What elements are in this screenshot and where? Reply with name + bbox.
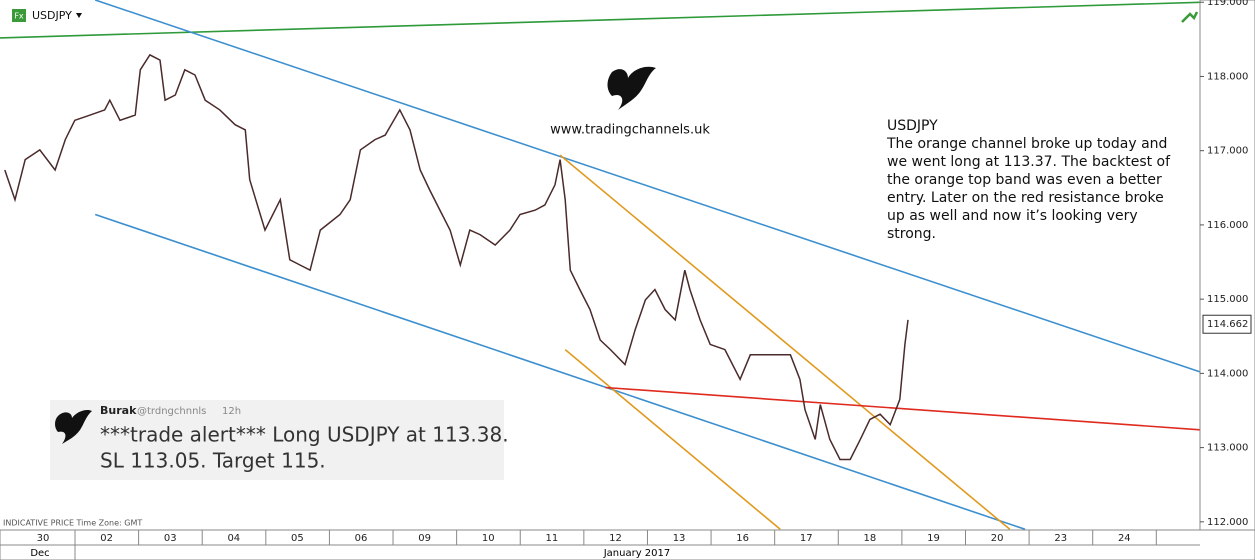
y-tick-label: 119.000 [1207,0,1248,8]
x-tick-label: 13 [673,533,686,544]
website: www.tradingchannels.uk [550,123,710,138]
tweet-time: 12h [222,406,241,417]
tweet-text: SL 113.05. Target 115. [100,449,326,473]
last-price-label: 114.662 [1207,319,1248,330]
symbol[interactable]: USDJPY [32,9,72,22]
x-tick-label: 19 [927,533,940,544]
trend-line [559,154,1011,530]
x-tick-label: 09 [418,533,431,544]
y-tick-label: 115.000 [1207,294,1248,305]
logo [607,66,656,110]
x-tick-label: 05 [291,533,304,544]
price-axis [1199,0,1255,560]
x-tick-label: 03 [164,533,177,544]
month-label: January 2017 [603,548,671,559]
tweet-name[interactable]: Burak [100,404,137,417]
fx-icon-text: Fx [14,12,24,21]
x-tick-label: 10 [482,533,495,544]
last-price-box [1202,314,1252,334]
y-tick-label: 116.000 [1207,220,1248,231]
tweet-box [50,400,504,480]
trend-line [94,213,1026,531]
price-line [4,53,909,461]
x-tick-label: 23 [1054,533,1067,544]
trend-line [564,348,781,530]
trend-line [0,1,1201,39]
tweet-text: ***trade alert*** Long USDJPY at 113.38. [100,423,509,447]
symbol-dropdown[interactable] [76,13,82,18]
x-tick-label: 02 [100,533,113,544]
footer: INDICATIVE PRICE Time Zone: GMT [3,519,142,528]
x-tick-label: 11 [545,533,558,544]
month-label: Dec [30,548,49,559]
y-tick-label: 117.000 [1207,146,1248,157]
note: USDJPY The orange channel broke up today … [886,118,1171,242]
axes: 112.000 113.000 114.000 115.000 116.000 117.0… [37,0,1252,545]
note-line: entry. Later on the red resistance broke [887,190,1164,206]
plot-area [0,0,1201,531]
trend-line [605,386,1201,431]
fx-icon [12,9,26,22]
y-tick-label: 114.000 [1207,368,1248,379]
x-tick-label: 18 [864,533,877,544]
note-line: strong. [887,226,936,242]
x-tick-label: 30 [37,533,50,544]
tweet-handle[interactable]: @trdngchnnls [137,406,206,417]
x-tick-label: 17 [800,533,813,544]
note-line: we went long at 113.37. The backtest of [887,154,1171,170]
x-tick-label: 12 [609,533,622,544]
y-tick-label: 118.000 [1207,71,1248,82]
x-tick-label: 16 [736,533,749,544]
note-line: The orange channel broke up today and [886,136,1167,152]
tweet-avatar [55,409,92,444]
note-line: the orange top band was even a better [887,172,1162,188]
trend-icon [1181,11,1199,23]
y-tick-label: 113.000 [1207,443,1248,454]
y-tick-label: 112.000 [1207,517,1248,528]
trend-line [94,0,1201,373]
x-tick-label: 20 [991,533,1004,544]
note-line: USDJPY [887,118,938,134]
note-line: up as well and now it’s looking very [887,208,1138,224]
x-tick-label: 04 [227,533,240,544]
x-tick-label: 24 [1118,533,1131,544]
x-tick-label: 06 [355,533,368,544]
